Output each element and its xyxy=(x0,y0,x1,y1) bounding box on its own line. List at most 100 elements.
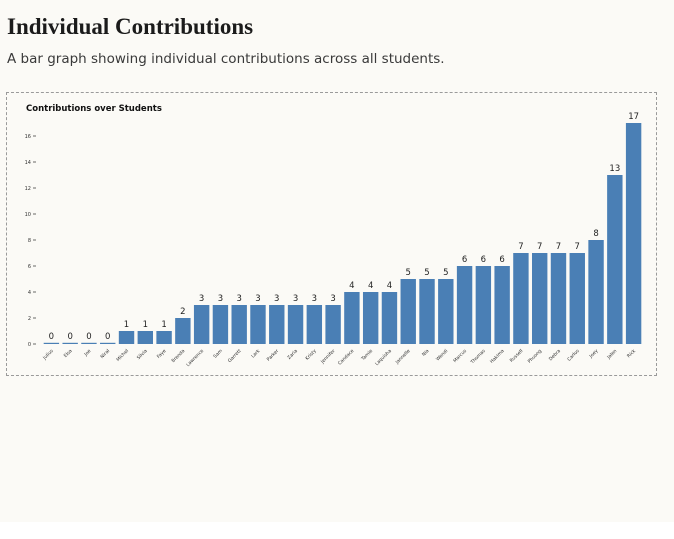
bar-value-label: 3 xyxy=(330,294,335,304)
bar[interactable] xyxy=(419,279,435,344)
page: Individual Contributions A bar graph sho… xyxy=(6,14,657,376)
bar[interactable] xyxy=(137,331,153,344)
bars xyxy=(43,123,642,344)
x-tick-label: Phuong xyxy=(527,348,543,364)
bar-value-label: 0 xyxy=(49,332,54,342)
x-axis: Julius Elsa Joe Niral Michel Silvia Faye Brenda… xyxy=(41,348,637,368)
y-tick-label: 12 xyxy=(25,186,31,192)
bar-value-label: 4 xyxy=(349,281,354,291)
bar[interactable] xyxy=(513,253,529,344)
bar-value-label: 6 xyxy=(462,255,467,265)
bar-value-label: 3 xyxy=(293,294,298,304)
bar-value-label: 7 xyxy=(575,242,580,252)
x-tick-label: Jalen xyxy=(605,348,618,361)
bar[interactable] xyxy=(569,253,585,344)
bar[interactable] xyxy=(607,175,623,344)
bar-value-label: 3 xyxy=(255,294,260,304)
x-tick-label: Debra xyxy=(548,348,562,362)
x-tick-label: Faye xyxy=(156,348,168,360)
y-tick-label: 10 xyxy=(25,212,31,218)
x-tick-label: Julius xyxy=(41,348,55,362)
bar-value-label: 4 xyxy=(387,281,392,291)
chart-title: Contributions over Students xyxy=(26,104,162,114)
bar[interactable] xyxy=(494,266,510,344)
bar[interactable] xyxy=(193,305,210,344)
bar-value-label: 7 xyxy=(518,242,523,252)
x-tick-label: Joey xyxy=(588,348,600,360)
x-tick-label: Wendi xyxy=(435,348,449,362)
bar-value-label: 3 xyxy=(218,294,223,304)
bar[interactable] xyxy=(156,331,172,344)
bar[interactable] xyxy=(400,279,416,344)
bar-value-label: 13 xyxy=(609,164,620,174)
x-tick-label: Candace xyxy=(337,348,356,367)
bar[interactable] xyxy=(231,305,247,344)
bar-value-label: 3 xyxy=(199,294,204,304)
x-tick-label: Sam xyxy=(212,348,224,360)
bar[interactable] xyxy=(118,331,135,344)
x-tick-label: Silvia xyxy=(136,348,149,361)
page-subtitle: A bar graph showing individual contribut… xyxy=(7,51,445,67)
x-tick-label: Hakima xyxy=(489,348,506,365)
x-tick-label: Niral xyxy=(99,348,111,360)
bar-value-label: 7 xyxy=(556,242,561,252)
bar-value-label: 3 xyxy=(312,294,317,304)
x-tick-label: Parker xyxy=(266,348,281,363)
bar[interactable] xyxy=(287,305,304,344)
x-tick-label: Elsa xyxy=(63,348,74,359)
bar[interactable] xyxy=(269,305,285,344)
bar[interactable] xyxy=(438,279,454,344)
x-tick-label: Jannelle xyxy=(394,348,412,366)
bar[interactable] xyxy=(212,305,229,344)
x-tick-label: Zaria xyxy=(286,348,299,361)
bar[interactable] xyxy=(250,305,266,344)
bar-value-label: 6 xyxy=(481,255,486,265)
bar-value-label: 4 xyxy=(368,281,373,291)
page-title: Individual Contributions xyxy=(7,14,254,39)
bar-value-label: 0 xyxy=(105,332,110,342)
bar[interactable] xyxy=(306,305,323,344)
bar-value-label: 17 xyxy=(628,112,639,122)
bar[interactable] xyxy=(588,240,604,344)
y-tick-label: 8 xyxy=(28,238,31,244)
bar-value-label: 8 xyxy=(593,229,598,239)
y-tick-label: 4 xyxy=(28,290,31,296)
bar-value-label: 1 xyxy=(143,320,148,330)
bar-value-label: 5 xyxy=(443,268,448,278)
x-tick-label: Lark xyxy=(250,348,261,359)
y-tick-label: 2 xyxy=(28,316,31,322)
bar[interactable] xyxy=(381,292,398,344)
bar[interactable] xyxy=(362,292,379,344)
bar-value-label: 3 xyxy=(236,294,241,304)
bar-chart: Contributions over Students 024681012141… xyxy=(25,104,642,368)
bar-value-label: 0 xyxy=(86,332,91,342)
x-tick-label: Jennifer xyxy=(319,348,336,365)
bar-value-label: 5 xyxy=(424,268,429,278)
bar[interactable] xyxy=(475,266,492,344)
y-axis: 0 2 4 6 8 10 12 14 16 xyxy=(25,134,36,348)
x-tick-label: Carlos xyxy=(566,348,581,363)
bar-value-label: 0 xyxy=(67,332,72,342)
x-tick-label: Michel xyxy=(115,348,130,363)
bar[interactable] xyxy=(325,305,341,344)
bar[interactable] xyxy=(43,342,60,344)
bar[interactable] xyxy=(532,253,548,344)
bar-value-label: 1 xyxy=(161,320,166,330)
bar[interactable] xyxy=(62,342,78,344)
x-tick-label: Russell xyxy=(509,348,525,364)
bar[interactable] xyxy=(100,342,116,344)
x-tick-label: Tamie xyxy=(360,348,375,363)
bar[interactable] xyxy=(456,266,473,344)
x-tick-label: Garrett xyxy=(227,348,243,364)
bar[interactable] xyxy=(550,253,567,344)
bar[interactable] xyxy=(175,318,191,344)
y-tick-label: 14 xyxy=(25,160,31,166)
bar-value-label: 6 xyxy=(499,255,504,265)
bar[interactable] xyxy=(344,292,360,344)
bar-value-label: 1 xyxy=(124,320,129,330)
x-tick-label: Joe xyxy=(82,348,92,358)
bar-value-label: 3 xyxy=(274,294,279,304)
bar[interactable] xyxy=(81,342,97,344)
x-tick-label: Laquisha xyxy=(374,348,393,367)
bar[interactable] xyxy=(625,123,642,344)
